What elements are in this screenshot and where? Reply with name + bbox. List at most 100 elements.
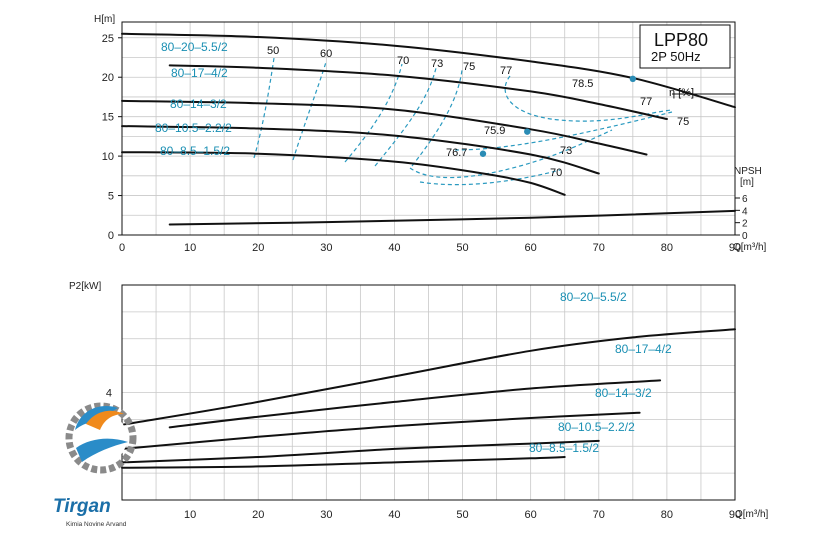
npsh-tick-label: 4 xyxy=(742,206,748,217)
logo-name: Tirgan xyxy=(53,496,111,517)
y-tick-label: 20 xyxy=(102,72,114,84)
eff-label-75-9: 75.9 xyxy=(484,125,505,137)
head-curve-label-80-20: 80–20–5.5/2 xyxy=(161,40,228,54)
eff-label-73: 73 xyxy=(431,58,443,70)
y-tick-label: 5 xyxy=(108,191,114,203)
logo-gear-icon xyxy=(65,402,137,474)
head-curve-label-80-8-5: 80–8.5–1.5/2 xyxy=(160,144,230,158)
best-efficiency-point xyxy=(479,150,487,157)
efficiency-axis-label: η [%] xyxy=(669,87,694,99)
efficiency-iso-line-73-left xyxy=(374,67,437,167)
eff-label-77: 77 xyxy=(500,65,512,77)
x-tick-label: 90 xyxy=(729,242,741,254)
efficiency-iso-line-77 xyxy=(504,75,673,122)
x-tick-label: 80 xyxy=(661,242,673,254)
npsh-axis: 02 46 NPSH [m] xyxy=(734,166,762,242)
efficiency-iso-line-50 xyxy=(253,57,275,159)
x-tick-label: 60 xyxy=(525,509,537,521)
best-efficiency-point xyxy=(524,128,531,135)
model-spec: 2P 50Hz xyxy=(651,49,701,64)
model-title-box: LPP80 2P 50Hz xyxy=(639,24,731,69)
power-curves xyxy=(121,328,736,469)
head-curve-1 xyxy=(168,64,668,120)
best-efficiency-points xyxy=(479,75,637,157)
x-tick-label: 50 xyxy=(456,242,468,254)
x-tick-label: 50 xyxy=(456,509,468,521)
head-chart-y-ticks: 0 5 10 15 20 25 xyxy=(102,33,122,242)
head-curve-label-80-10-5: 80–10.5–2.2/2 xyxy=(155,121,232,135)
x-tick-label: 30 xyxy=(320,509,332,521)
x-tick-label: 0 xyxy=(119,242,125,254)
npsh-tick-label: 6 xyxy=(742,194,748,205)
logo-tagline: Kimia Novine Arvand xyxy=(66,521,127,528)
logo-swoosh-icon xyxy=(76,438,128,462)
x-tick-label: 30 xyxy=(320,242,332,254)
eff-label-60: 60 xyxy=(320,48,332,60)
power-chart-x-ticks: 10 20 30 40 50 60 70 80 90 xyxy=(184,509,741,521)
power-curve-0 xyxy=(121,328,736,426)
power-curve-2 xyxy=(121,411,641,450)
efficiency-labels: 50 60 70 73 75 77 78.5 77 75 75.9 73 76.… xyxy=(267,45,694,179)
head-curve-4 xyxy=(121,151,566,196)
head-chart-x-ticks: 0 10 20 30 40 50 60 70 80 90 xyxy=(119,242,741,254)
x-tick-label: 70 xyxy=(593,509,605,521)
head-chart-x-axis-label: Q[m³/h] xyxy=(733,242,767,253)
eff-label-73-right: 73 xyxy=(560,145,572,157)
power-curve-3 xyxy=(121,439,600,464)
power-curve-label-80-14: 80–14–3/2 xyxy=(595,386,652,400)
npsh-tick-label: 0 xyxy=(742,231,748,242)
power-chart-grid xyxy=(122,285,735,500)
npsh-curve xyxy=(168,209,736,226)
x-tick-label: 90 xyxy=(729,509,741,521)
y-tick-label: 15 xyxy=(102,112,114,124)
power-chart-frame xyxy=(121,284,736,501)
head-curve-3 xyxy=(121,125,600,175)
power-curve-1 xyxy=(168,379,662,429)
eff-label-77-right: 77 xyxy=(640,96,652,108)
head-chart-frame xyxy=(121,21,736,236)
eff-label-76-7: 76.7 xyxy=(446,147,467,159)
eff-label-50: 50 xyxy=(267,45,279,57)
npsh-tick-label: 2 xyxy=(742,219,748,230)
head-curve-2 xyxy=(121,99,648,156)
x-tick-label: 80 xyxy=(661,509,673,521)
head-axis-label: H[m] xyxy=(94,14,115,25)
power-chart-y-ticks: 4 xyxy=(106,388,112,400)
npsh-unit: [m] xyxy=(740,177,754,188)
power-curve-label-80-17: 80–17–4/2 xyxy=(615,342,672,356)
logo-flame-icon xyxy=(86,410,124,430)
eff-label-78-5: 78.5 xyxy=(572,78,593,90)
head-curve-label-80-14: 80–14–3/2 xyxy=(170,97,227,111)
x-tick-label: 40 xyxy=(388,242,400,254)
x-tick-label: 60 xyxy=(525,242,537,254)
x-tick-label: 10 xyxy=(184,509,196,521)
y-tick-label: 4 xyxy=(106,388,112,400)
power-curve-label-80-20: 80–20–5.5/2 xyxy=(560,290,627,304)
tirgan-logo: Tirgan Kimia Novine Arvand xyxy=(53,402,137,528)
efficiency-iso-line-70-left xyxy=(344,63,403,163)
power-curve-4 xyxy=(121,456,566,469)
y-tick-label: 25 xyxy=(102,33,114,45)
head-curve-labels: 80–20–5.5/2 80–17–4/2 80–14–3/2 80–10.5–… xyxy=(155,40,232,158)
head-curve-0 xyxy=(121,32,736,109)
x-tick-label: 40 xyxy=(388,509,400,521)
power-curve-label-80-10-5: 80–10.5–2.2/2 xyxy=(558,420,635,434)
npsh-ticks: 02 46 xyxy=(735,194,748,242)
eff-label-75-right: 75 xyxy=(677,116,689,128)
x-tick-label: 70 xyxy=(593,242,605,254)
x-tick-label: 10 xyxy=(184,242,196,254)
efficiency-iso-line-75-left xyxy=(411,69,463,167)
power-chart-x-axis-label: Q[m³/h] xyxy=(735,509,769,520)
efficiency-iso-line-70-right xyxy=(419,169,561,186)
x-tick-label: 20 xyxy=(252,242,264,254)
power-curve-labels: 80–20–5.5/2 80–17–4/2 80–14–3/2 80–10.5–… xyxy=(529,290,672,455)
power-curve-label-80-8-5: 80–8.5–1.5/2 xyxy=(529,441,599,455)
x-tick-label: 20 xyxy=(252,509,264,521)
power-axis-label: P2[kW] xyxy=(69,281,101,292)
y-tick-label: 0 xyxy=(108,230,114,242)
model-name: LPP80 xyxy=(654,30,708,50)
y-tick-label: 10 xyxy=(102,151,114,163)
model-title-frame xyxy=(639,24,731,69)
eff-label-70: 70 xyxy=(397,55,409,67)
